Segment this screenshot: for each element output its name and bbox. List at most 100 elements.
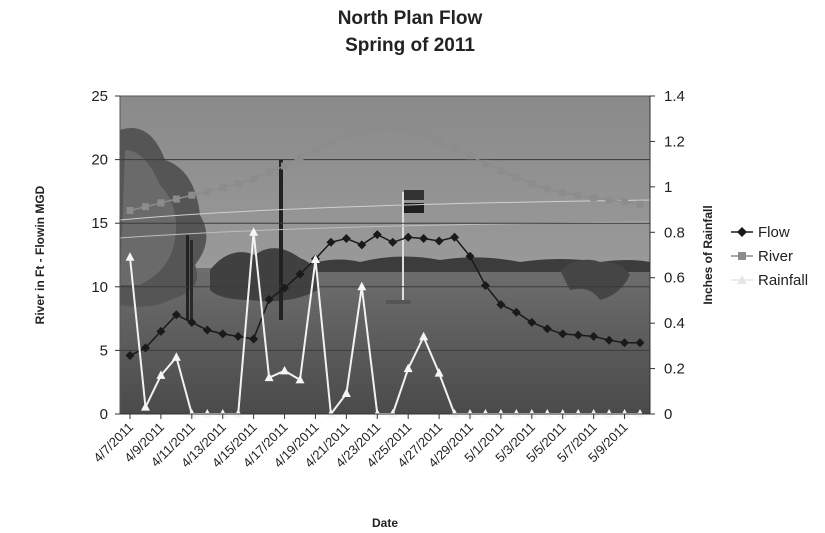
- y-tick-label: 5: [100, 342, 108, 359]
- plot-background-photo: [120, 96, 650, 414]
- data-point-river: [528, 180, 536, 188]
- data-point-river: [512, 173, 520, 181]
- data-point-flow: [558, 329, 568, 339]
- data-point-rainfall: [295, 374, 305, 384]
- data-point-rainfall: [620, 409, 630, 418]
- data-point-flow: [156, 326, 166, 336]
- data-point-flow: [218, 329, 228, 339]
- data-point-river: [342, 131, 350, 139]
- data-point-rainfall: [434, 368, 444, 377]
- data-point-river: [574, 191, 582, 199]
- data-point-rainfall: [465, 409, 475, 418]
- data-point-rainfall: [249, 227, 259, 236]
- data-point-rainfall: [527, 409, 537, 418]
- data-point-flow: [140, 343, 150, 353]
- data-point-river: [141, 203, 149, 211]
- data-point-rainfall: [187, 409, 197, 418]
- series-line-flow: [129, 233, 640, 357]
- data-point-river: [358, 128, 366, 136]
- data-point-river: [420, 131, 428, 139]
- data-point-river: [636, 200, 644, 208]
- series-line-river: [129, 127, 641, 212]
- data-point-flow: [295, 269, 305, 279]
- data-point-rainfall: [403, 363, 413, 373]
- data-point-flow: [388, 237, 398, 247]
- data-point-rainfall: [140, 402, 150, 411]
- chart-subtitle: Spring of 2011: [345, 35, 475, 56]
- x-axis: 4/7/20114/9/20114/11/20114/13/20114/15/2…: [90, 413, 650, 470]
- data-point-rainfall: [419, 331, 429, 341]
- data-point-flow: [372, 230, 382, 240]
- data-point-flow: [202, 325, 212, 335]
- data-point-flow: [480, 281, 490, 291]
- x-axis-title: Date: [372, 516, 398, 530]
- data-point-rainfall: [372, 409, 382, 418]
- data-point-river: [250, 175, 258, 183]
- legend-item-flow: Flow: [731, 224, 790, 241]
- data-point-flow: [419, 233, 429, 243]
- data-point-rainfall: [558, 409, 568, 418]
- data-point-flow: [233, 331, 243, 341]
- data-point-river: [404, 126, 412, 134]
- y2-tick-label: 0.6: [664, 270, 685, 287]
- y2-tick-label: 1.4: [664, 88, 685, 105]
- data-point-rainfall: [202, 409, 212, 418]
- data-point-rainfall: [341, 388, 351, 398]
- data-point-rainfall: [573, 409, 583, 418]
- data-point-flow: [465, 251, 475, 261]
- data-point-river: [126, 206, 134, 214]
- legend-label-rainfall: Rainfall: [758, 272, 808, 289]
- data-point-rainfall: [218, 409, 228, 418]
- data-point-rainfall: [264, 372, 274, 382]
- y-axis-left: 0 5 10 15 20 25: [91, 88, 120, 423]
- data-point-rainfall: [450, 409, 460, 418]
- data-point-flow: [434, 236, 444, 246]
- data-point-rainfall: [171, 352, 181, 361]
- data-point-river: [590, 194, 598, 202]
- data-point-river: [543, 185, 551, 193]
- data-point-flow: [403, 232, 413, 242]
- data-point-river: [389, 124, 397, 132]
- data-point-flow: [635, 338, 645, 348]
- y-axis-right: 0 0.2 0.4 0.6 0.8 1 1.2 1.4: [649, 88, 685, 423]
- data-point-river: [373, 125, 381, 133]
- data-point-rainfall: [480, 409, 490, 418]
- data-point-river: [481, 159, 489, 167]
- data-point-river: [311, 145, 319, 153]
- data-point-rainfall: [233, 409, 243, 418]
- series-flow: [125, 230, 645, 360]
- y-tick-label: 10: [91, 279, 108, 296]
- data-point-flow: [341, 233, 351, 243]
- y2-tick-label: 0.4: [664, 315, 685, 332]
- data-point-flow: [171, 310, 181, 320]
- data-point-flow: [604, 335, 614, 345]
- data-point-flow: [511, 307, 521, 317]
- data-point-flow: [125, 350, 135, 360]
- data-point-flow: [527, 317, 537, 327]
- legend-label-flow: Flow: [758, 224, 790, 241]
- data-point-river: [435, 138, 443, 146]
- legend-item-river: River: [731, 248, 793, 265]
- data-point-river: [203, 187, 211, 195]
- data-point-river: [559, 189, 567, 197]
- data-point-river: [265, 168, 273, 176]
- data-point-rainfall: [388, 409, 398, 418]
- y-tick-label: 20: [91, 152, 108, 169]
- legend-label-river: River: [758, 248, 793, 265]
- data-point-flow: [326, 237, 336, 247]
- data-point-rainfall: [326, 409, 336, 418]
- diamond-marker-icon: [737, 227, 747, 237]
- y2-tick-label: 1.2: [664, 133, 685, 150]
- y2-axis-title: Inches of Rainfall: [701, 205, 715, 304]
- square-marker-icon: [738, 252, 746, 260]
- gridlines: [120, 159, 650, 351]
- data-point-river: [327, 138, 335, 146]
- data-point-flow: [620, 338, 630, 348]
- y2-tick-label: 0.8: [664, 224, 685, 241]
- y-tick-label: 15: [91, 215, 108, 232]
- data-point-flow: [573, 330, 583, 340]
- data-point-rainfall: [542, 409, 552, 418]
- y-tick-label: 25: [91, 88, 108, 105]
- data-point-flow: [280, 283, 290, 293]
